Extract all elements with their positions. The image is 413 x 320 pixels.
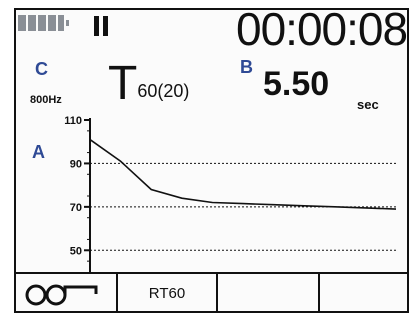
- decay-curve: [89, 138, 397, 210]
- y-tick-label: 70: [70, 202, 82, 214]
- marker-a: A: [32, 142, 45, 162]
- y-tick-label: 50: [70, 245, 82, 257]
- parameter-symbol: T: [108, 57, 138, 110]
- lcd-frame: [14, 8, 409, 313]
- pause-icon[interactable]: [94, 16, 108, 36]
- elapsed-timer: 00:00:08: [236, 3, 408, 55]
- parameter-subscript: 60(20): [137, 81, 190, 101]
- measurement-value: 5.50: [263, 65, 330, 103]
- decay-chart: 110 90 70 50: [64, 115, 397, 272]
- y-tick-label: 110: [64, 115, 82, 127]
- softkey-4[interactable]: [320, 274, 409, 313]
- frequency-label: 800Hz: [30, 94, 62, 106]
- softkey-3[interactable]: [218, 274, 320, 313]
- y-tick-label: 90: [70, 158, 82, 170]
- parameter-label: T60(20): [108, 60, 189, 108]
- marker-b: B: [240, 57, 253, 77]
- measurement-unit: sec: [357, 97, 379, 112]
- softkey-bar: RT60: [14, 272, 409, 313]
- marker-c: C: [35, 59, 48, 79]
- softkey-monitor[interactable]: [14, 274, 118, 313]
- battery-icon: [16, 13, 69, 33]
- headphones-icon: [25, 284, 98, 305]
- softkey-rt60[interactable]: RT60: [118, 274, 218, 313]
- softkey-rt60-label: RT60: [148, 285, 186, 302]
